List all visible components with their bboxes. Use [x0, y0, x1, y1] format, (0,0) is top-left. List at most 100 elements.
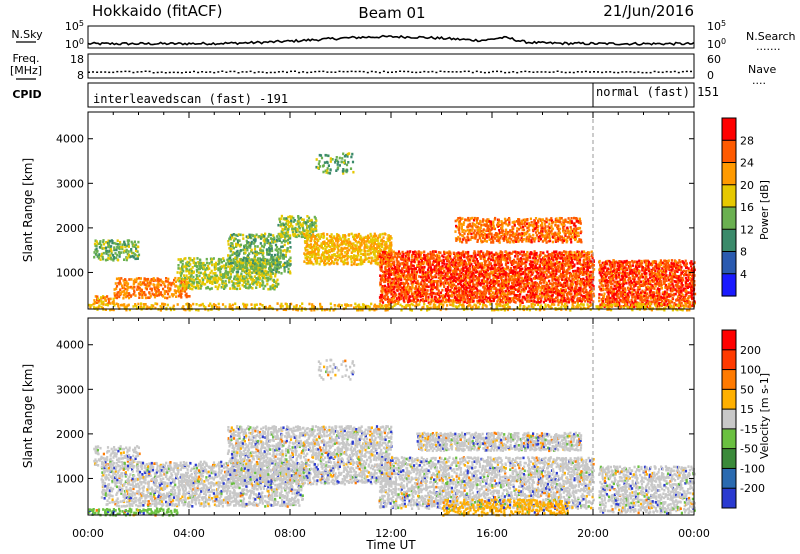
heatmap-cell	[502, 275, 505, 278]
heatmap-cell	[539, 300, 542, 304]
heatmap-cell	[117, 258, 120, 262]
heatmap-cell	[586, 256, 589, 260]
heatmap-cell	[438, 258, 441, 262]
heatmap-cell	[548, 253, 551, 256]
frequency-point	[144, 70, 147, 72]
frequency-point	[180, 72, 183, 74]
heatmap-cell	[564, 250, 567, 254]
heatmap-cell	[401, 286, 404, 290]
heatmap-cell	[237, 239, 240, 242]
heatmap-cell	[235, 242, 238, 246]
heatmap-cell	[122, 289, 126, 293]
heatmap-cell	[588, 258, 591, 261]
heatmap-cell	[192, 275, 195, 279]
heatmap-cell	[526, 256, 529, 259]
heatmap-cell	[308, 224, 311, 228]
heatmap-cell	[283, 249, 286, 252]
heatmap-cell	[490, 281, 493, 284]
heatmap-cell	[477, 266, 480, 270]
heatmap-cell	[260, 233, 263, 237]
heatmap-cell	[454, 276, 457, 279]
heatmap-cell	[454, 286, 457, 290]
heatmap-cell	[389, 263, 392, 266]
heatmap-cell	[106, 295, 109, 298]
heatmap-cell	[490, 287, 493, 290]
heatmap-cell	[418, 290, 421, 294]
heatmap-cell	[204, 264, 207, 267]
heatmap-cell	[512, 281, 515, 284]
heatmap-cell	[473, 235, 476, 239]
heatmap-cell	[503, 296, 506, 299]
heatmap-cell	[132, 293, 135, 296]
heatmap-cell	[561, 265, 564, 268]
heatmap-cell	[368, 240, 371, 243]
frequency-point	[387, 71, 389, 74]
heatmap-cell	[248, 233, 251, 237]
heatmap-cell	[342, 247, 345, 251]
heatmap-cell	[490, 289, 493, 293]
heatmap-cell	[554, 262, 557, 265]
heatmap-cell	[382, 253, 385, 256]
heatmap-cell	[546, 250, 549, 254]
heatmap-cell	[489, 262, 492, 265]
heatmap-cell	[258, 285, 261, 288]
heatmap-cell	[464, 266, 467, 269]
heatmap-cell	[567, 251, 570, 254]
heatmap-cell	[229, 235, 232, 239]
heatmap-cell	[396, 268, 399, 272]
heatmap-cell	[279, 265, 282, 268]
heatmap-cell	[343, 242, 346, 245]
frequency-point	[669, 71, 672, 73]
heatmap-cell	[222, 285, 225, 288]
heatmap-cell	[250, 236, 253, 240]
heatmap-cell	[551, 294, 554, 297]
heatmap-cell	[500, 276, 503, 279]
heatmap-cell	[126, 282, 130, 285]
heatmap-cell	[517, 258, 521, 261]
heatmap-cell	[533, 265, 536, 268]
heatmap-cell	[468, 294, 471, 297]
heatmap-cell	[511, 273, 515, 277]
heatmap-cell	[115, 296, 118, 300]
heatmap-cell	[118, 252, 121, 256]
heatmap-cell	[335, 239, 338, 242]
heatmap-cell	[542, 258, 545, 261]
heatmap-cell	[417, 298, 420, 302]
heatmap-cell	[424, 273, 427, 276]
heatmap-cell	[228, 278, 231, 282]
heatmap-cell	[232, 246, 235, 250]
heatmap-cell	[275, 245, 279, 249]
heatmap-cell	[245, 239, 248, 243]
heatmap-cell	[184, 278, 187, 281]
heatmap-cell	[260, 258, 263, 261]
heatmap-cell	[281, 245, 284, 248]
heatmap-cell	[476, 263, 480, 267]
heatmap-cell	[507, 293, 510, 296]
heatmap-cell	[411, 264, 414, 267]
heatmap-cell	[512, 283, 515, 287]
heatmap-cell	[576, 299, 579, 303]
heatmap-cell	[456, 267, 459, 271]
heatmap-cell	[275, 249, 279, 252]
heatmap-cell	[422, 272, 425, 275]
heatmap-cell	[581, 278, 584, 281]
frequency-point	[435, 71, 438, 74]
heatmap-cell	[379, 274, 382, 277]
frequency-point	[479, 71, 482, 73]
heatmap-cell	[337, 237, 340, 241]
heatmap-cell	[380, 244, 383, 247]
frequency-point	[249, 70, 252, 73]
heatmap-cell	[253, 256, 256, 260]
heatmap-cell	[330, 257, 333, 261]
heatmap-cell	[581, 297, 584, 301]
heatmap-cell	[468, 280, 471, 284]
heatmap-cell	[536, 288, 539, 291]
heatmap-cell	[509, 260, 512, 263]
heatmap-cell	[323, 259, 326, 262]
heatmap-cell	[292, 220, 295, 223]
heatmap-cell	[338, 235, 341, 238]
heatmap-cell	[531, 293, 534, 296]
heatmap-cell	[482, 285, 485, 288]
heatmap-cell	[386, 296, 389, 299]
heatmap-cell	[289, 246, 292, 249]
